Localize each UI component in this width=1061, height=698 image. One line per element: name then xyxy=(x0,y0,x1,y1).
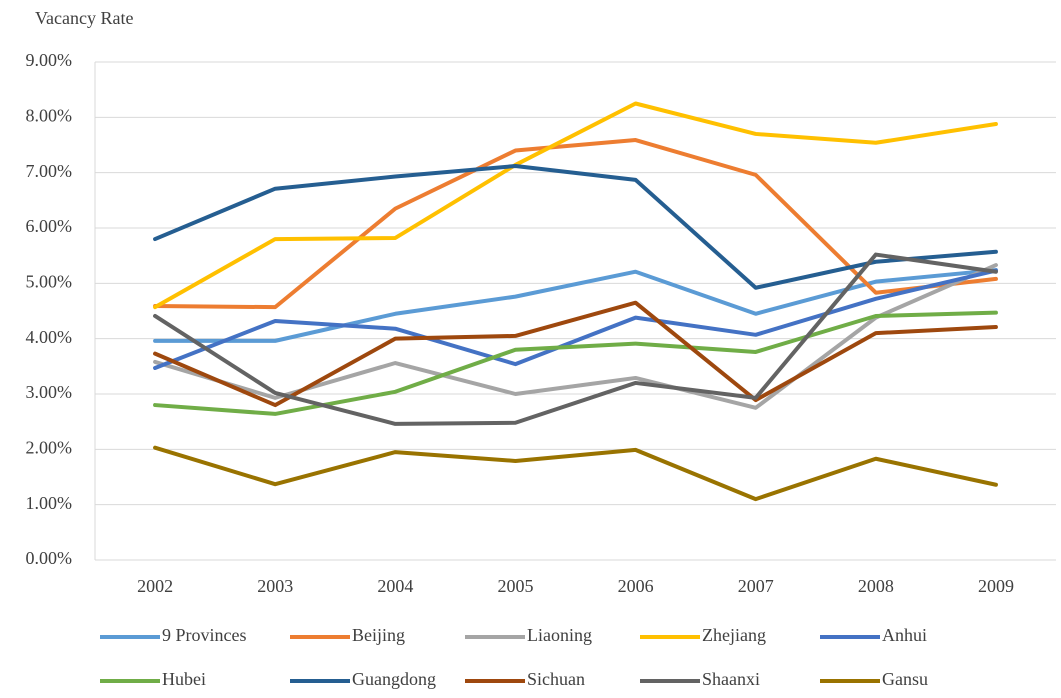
legend-label: 9 Provinces xyxy=(162,625,247,645)
legend-label: Anhui xyxy=(882,625,927,645)
x-tick-label: 2008 xyxy=(858,576,894,596)
x-tick-label: 2009 xyxy=(978,576,1014,596)
y-tick-label: 7.00% xyxy=(26,161,73,181)
legend-label: Shaanxi xyxy=(702,669,760,689)
x-tick-label: 2002 xyxy=(137,576,173,596)
y-tick-label: 5.00% xyxy=(26,271,73,291)
series-line xyxy=(153,268,998,370)
x-tick-label: 2005 xyxy=(497,576,533,596)
series-line xyxy=(153,138,998,310)
y-tick-label: 2.00% xyxy=(26,437,73,457)
y-tick-label: 3.00% xyxy=(26,382,73,402)
y-tick-label: 4.00% xyxy=(26,327,73,347)
legend-label: Beijing xyxy=(352,625,405,645)
chart-title: Vacancy Rate xyxy=(35,8,133,28)
series-line xyxy=(153,310,998,416)
y-tick-label: 6.00% xyxy=(26,216,73,236)
y-tick-label: 0.00% xyxy=(26,548,73,568)
x-tick-label: 2006 xyxy=(618,576,654,596)
legend-label: Hubei xyxy=(162,669,206,689)
legend-label: Liaoning xyxy=(527,625,592,645)
x-tick-label: 2003 xyxy=(257,576,293,596)
series-line xyxy=(153,268,998,343)
x-tick-label: 2004 xyxy=(377,576,413,596)
y-tick-label: 8.00% xyxy=(26,105,73,125)
series-line xyxy=(153,164,998,290)
x-tick-label: 2007 xyxy=(738,576,774,596)
legend-label: Zhejiang xyxy=(702,625,766,645)
legend-label: Sichuan xyxy=(527,669,585,689)
series-line xyxy=(153,101,998,310)
y-tick-label: 9.00% xyxy=(26,50,73,70)
series-line xyxy=(153,300,998,408)
series-line xyxy=(153,252,998,426)
y-tick-label: 1.00% xyxy=(26,493,73,513)
series-line xyxy=(153,445,998,502)
legend-label: Guangdong xyxy=(352,669,436,689)
legend-label: Gansu xyxy=(882,669,928,689)
